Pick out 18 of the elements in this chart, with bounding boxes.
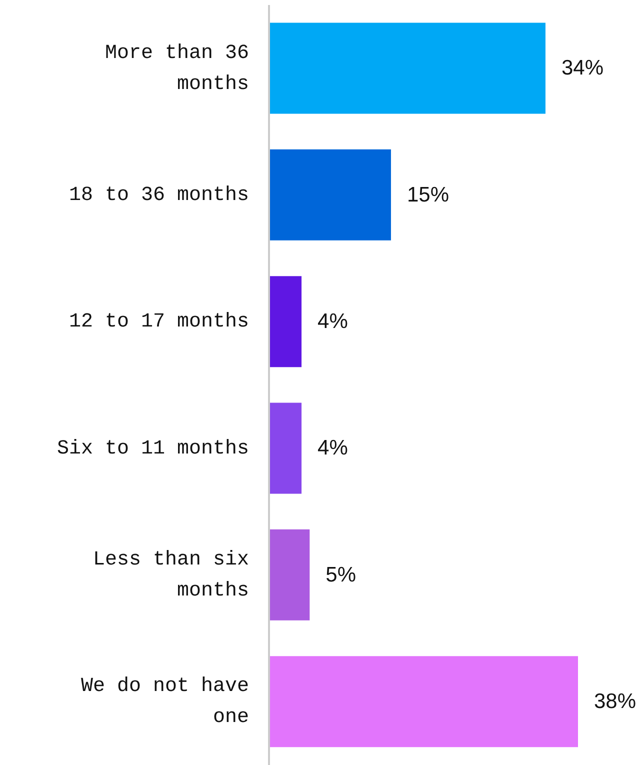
data-label: 34%: [561, 56, 604, 80]
bar: [269, 402, 302, 494]
data-label: 5%: [326, 563, 356, 586]
y-tick-label: Less than six months: [92, 548, 249, 602]
data-label: 4%: [318, 436, 348, 460]
y-tick-label: 12 to 17 months: [68, 310, 249, 334]
bar: [269, 149, 391, 240]
y-tick-label: Six to 11 months: [56, 436, 249, 460]
bar: [269, 529, 310, 620]
y-tick-label: More than 36 months: [104, 41, 249, 96]
data-label: 38%: [594, 690, 636, 714]
bar: [269, 22, 546, 114]
y-tick-label: 18 to 36 months: [68, 184, 249, 206]
y-tick-label: We do not have one: [80, 674, 249, 729]
bar: [269, 276, 302, 368]
data-label: 15%: [406, 183, 450, 206]
bar: [269, 656, 578, 748]
data-label: 4%: [318, 310, 348, 334]
